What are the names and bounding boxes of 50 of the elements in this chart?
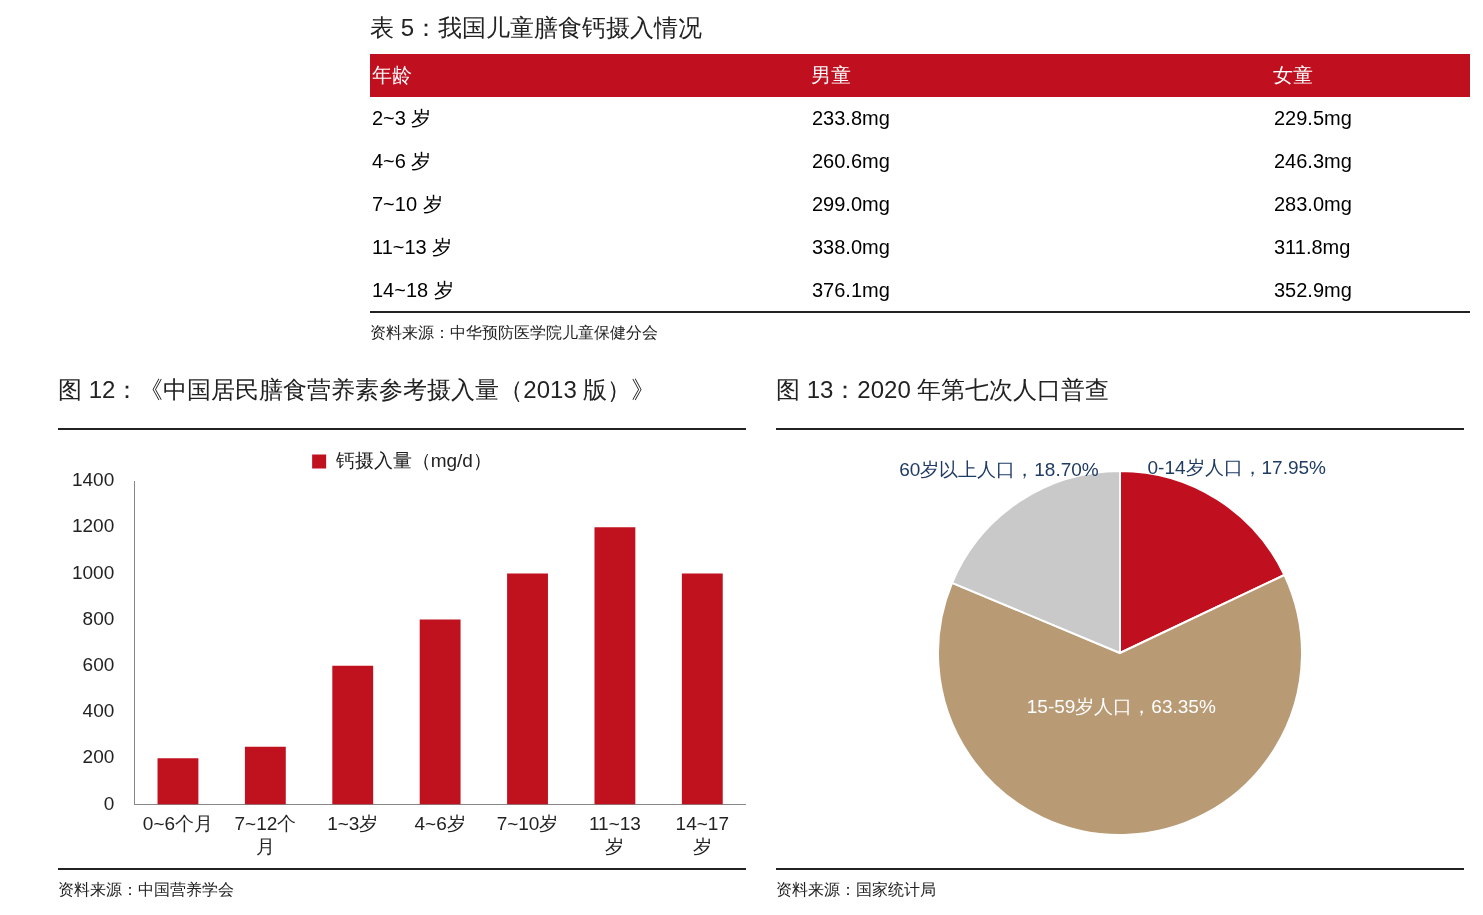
y-axis-title: 年龄 bbox=[371, 63, 413, 88]
data-label: 338.0mg bbox=[811, 235, 891, 260]
bar bbox=[419, 619, 461, 805]
data-label: 283.0mg bbox=[1273, 192, 1353, 217]
y-tick-label: 0 bbox=[103, 792, 115, 814]
bar bbox=[681, 573, 723, 805]
data-label: 260.6mg bbox=[811, 149, 891, 174]
text: 资料来源：中华预防医学院儿童保健分会 bbox=[370, 323, 659, 343]
y-tick-label: 1200 bbox=[71, 515, 115, 537]
x-tick-label: 0~6个月 bbox=[142, 813, 214, 835]
bar bbox=[157, 758, 199, 805]
data-label: 246.3mg bbox=[1273, 149, 1353, 174]
data-label: 311.8mg bbox=[1273, 235, 1352, 260]
x-tick-label: 女童 bbox=[1273, 63, 1314, 88]
x-tick-label: 11~13岁 bbox=[588, 813, 641, 857]
slice-label: 15-59岁人口，63.35% bbox=[1026, 695, 1216, 717]
chart-title: 图 12：《中国居民膳食营养素参考摄入量（2013 版）》 bbox=[58, 374, 746, 430]
bar bbox=[332, 665, 374, 805]
y-tick-label: 2~3 岁 bbox=[371, 106, 433, 131]
y-tick-label: 200 bbox=[82, 746, 115, 768]
y-tick-label: 4~6 岁 bbox=[371, 149, 433, 174]
y-tick-label: 800 bbox=[82, 607, 115, 629]
y-tick-label: 1000 bbox=[71, 561, 115, 583]
y-tick-label: 400 bbox=[82, 700, 115, 722]
data-label: 299.0mg bbox=[811, 192, 891, 217]
x-tick-label: 7~10岁 bbox=[496, 813, 559, 835]
chart-title: 图 13：2020 年第七次人口普查 bbox=[776, 374, 1464, 430]
legend-label: 钙摄入量（mg/d） bbox=[334, 449, 492, 471]
data-label: 233.8mg bbox=[811, 106, 891, 131]
x-tick-label: 14~17岁 bbox=[675, 813, 729, 857]
y-tick-label: 11~13 岁 bbox=[371, 235, 454, 260]
data-label: 229.5mg bbox=[1273, 106, 1353, 131]
data-label: 352.9mg bbox=[1273, 277, 1353, 303]
chart-title: 表 5：我国儿童膳食钙摄入情况 bbox=[370, 13, 703, 43]
text: 资料来源：国家统计局 bbox=[776, 880, 937, 900]
y-tick-label: 7~10 岁 bbox=[371, 192, 444, 217]
y-tick-label: 1400 bbox=[71, 469, 115, 491]
data-label: 376.1mg bbox=[811, 277, 891, 303]
x-tick-label: 男童 bbox=[811, 63, 852, 88]
x-tick-label: 4~6岁 bbox=[414, 813, 466, 835]
slice-label: 60岁以上人口，18.70% bbox=[899, 459, 1099, 481]
y-tick-label: 600 bbox=[82, 654, 115, 676]
x-tick-label: 1~3岁 bbox=[327, 813, 379, 835]
x-tick-label: 7~12个月 bbox=[234, 813, 297, 857]
bar bbox=[244, 746, 286, 805]
slice-label: 0-14岁人口，17.95% bbox=[1147, 456, 1327, 478]
text: 资料来源：中国营养学会 bbox=[58, 880, 235, 900]
bar bbox=[507, 573, 548, 805]
bar bbox=[594, 527, 636, 805]
y-tick-label: 14~18 岁 bbox=[371, 277, 455, 303]
